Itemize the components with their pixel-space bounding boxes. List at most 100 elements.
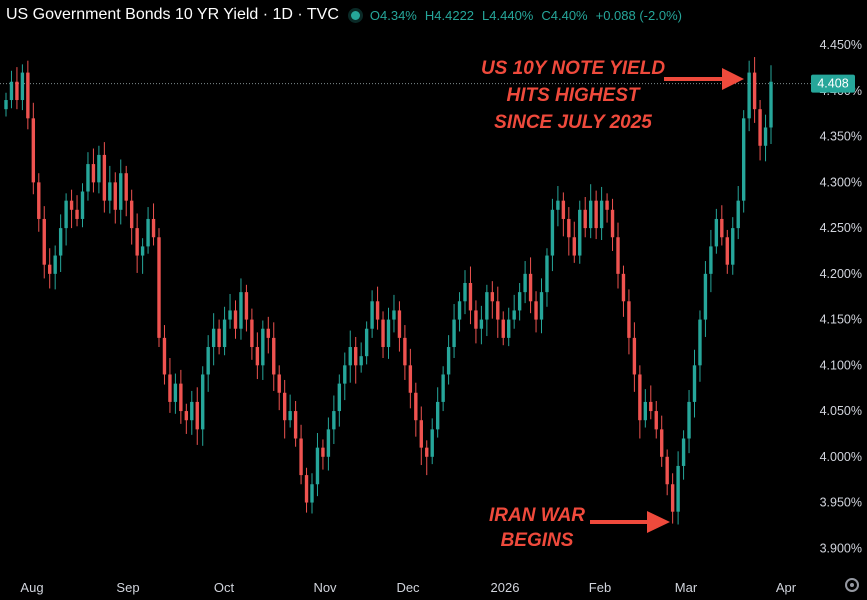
- candle-body: [151, 218, 156, 238]
- candle-body: [523, 273, 527, 293]
- candle-body: [731, 228, 735, 265]
- candle-body: [228, 310, 232, 320]
- candle-body: [348, 347, 352, 366]
- x-tick-label: Dec: [396, 580, 420, 595]
- y-tick-label: 3.950%: [820, 496, 862, 510]
- candle-body: [474, 310, 478, 329]
- candle-body: [714, 218, 719, 247]
- candle-body: [31, 118, 36, 183]
- candle-body: [605, 200, 609, 210]
- candle-body: [392, 310, 396, 320]
- candle-body: [69, 200, 74, 210]
- y-tick-label: 4.250%: [820, 221, 862, 235]
- candle-body: [97, 154, 101, 183]
- candle-body: [698, 319, 702, 366]
- arrow-right-icon: [664, 68, 744, 90]
- ohlc-open: O4.34%: [369, 7, 417, 23]
- y-axis: 4.450%4.400%4.350%4.300%4.250%4.200%4.15…: [820, 38, 862, 555]
- x-tick-label: Apr: [776, 580, 797, 595]
- candle-body: [763, 127, 768, 146]
- symbol-title[interactable]: US Government Bonds 10 YR Yield · 1D · T…: [6, 6, 339, 23]
- candle-body: [129, 200, 134, 229]
- x-tick-label: 2026: [491, 580, 520, 595]
- candle-body: [4, 100, 8, 110]
- candle-body: [632, 337, 637, 375]
- candle-body: [26, 72, 30, 119]
- candle-body: [446, 347, 451, 375]
- candle-body: [621, 273, 626, 302]
- candle-body: [414, 392, 418, 421]
- ohlc-high: H4.4222: [424, 7, 475, 23]
- candle-body: [479, 319, 484, 329]
- candle-body: [272, 337, 276, 375]
- x-tick-label: Nov: [313, 580, 337, 595]
- candle-body: [162, 337, 167, 375]
- candle-body: [140, 246, 145, 256]
- candle-body: [53, 255, 57, 274]
- candle-body: [752, 72, 757, 110]
- candle-body: [250, 319, 254, 348]
- candle-body: [91, 164, 96, 183]
- candle-body: [452, 319, 456, 348]
- x-tick-label: Mar: [675, 580, 698, 595]
- y-tick-label: 4.450%: [820, 38, 862, 52]
- candle-body: [239, 292, 243, 329]
- candle-body: [681, 438, 686, 466]
- candle-body: [108, 182, 112, 201]
- candle-body: [556, 200, 560, 210]
- candle-body: [572, 237, 576, 256]
- candle-body: [610, 209, 615, 238]
- candle-body: [386, 319, 391, 348]
- candle-body: [42, 218, 46, 265]
- candle-body: [649, 401, 653, 412]
- candle-body: [720, 218, 724, 238]
- candle-body: [266, 328, 270, 338]
- candle-body: [337, 383, 342, 412]
- candle-body: [282, 392, 287, 421]
- candle-body: [419, 420, 423, 448]
- candle-body: [48, 264, 52, 274]
- candle-body: [113, 182, 117, 210]
- candle-body: [233, 310, 238, 329]
- candle-body: [441, 374, 445, 402]
- candle-body: [64, 200, 68, 229]
- candle-body: [354, 347, 358, 366]
- candle-body: [550, 209, 555, 256]
- candle-body: [304, 475, 309, 503]
- candle-body: [736, 200, 740, 229]
- candle-body: [430, 429, 434, 457]
- y-tick-label: 4.100%: [820, 358, 862, 372]
- candle-body: [638, 374, 642, 421]
- candle-body: [567, 218, 571, 238]
- candle-body: [545, 255, 549, 293]
- candle-body: [184, 411, 189, 421]
- candle-body: [703, 273, 708, 320]
- candle-body: [375, 301, 380, 320]
- candle-body: [435, 401, 440, 430]
- annotation-top-line3: SINCE JULY 2025: [494, 112, 652, 133]
- candle-body: [517, 292, 522, 311]
- y-tick-label: 4.200%: [820, 267, 862, 281]
- candle-body: [146, 218, 150, 247]
- candle-body: [741, 118, 746, 201]
- annotation-top: US 10Y NOTE YIELD HITS HIGHEST SINCE JUL…: [481, 58, 744, 133]
- x-axis: Aug Sep Oct Nov Dec 2026 Feb Mar Apr: [20, 580, 796, 595]
- candle-body: [599, 200, 604, 229]
- candle-body: [643, 401, 648, 421]
- annotation-bottom-line2: BEGINS: [501, 530, 574, 551]
- candle-body: [468, 282, 473, 311]
- candle-body: [485, 292, 489, 320]
- candle-body: [277, 374, 281, 393]
- candle-body: [315, 447, 320, 485]
- candle-body: [15, 81, 19, 101]
- candle-body: [507, 319, 511, 338]
- candle-body: [261, 328, 265, 366]
- candle-body: [665, 456, 669, 485]
- gear-icon[interactable]: [845, 578, 859, 592]
- y-tick-label: 3.900%: [820, 541, 862, 555]
- candle-body: [168, 374, 172, 402]
- candle-body: [583, 209, 587, 229]
- candle-body: [244, 292, 249, 320]
- y-tick-label: 4.300%: [820, 175, 862, 189]
